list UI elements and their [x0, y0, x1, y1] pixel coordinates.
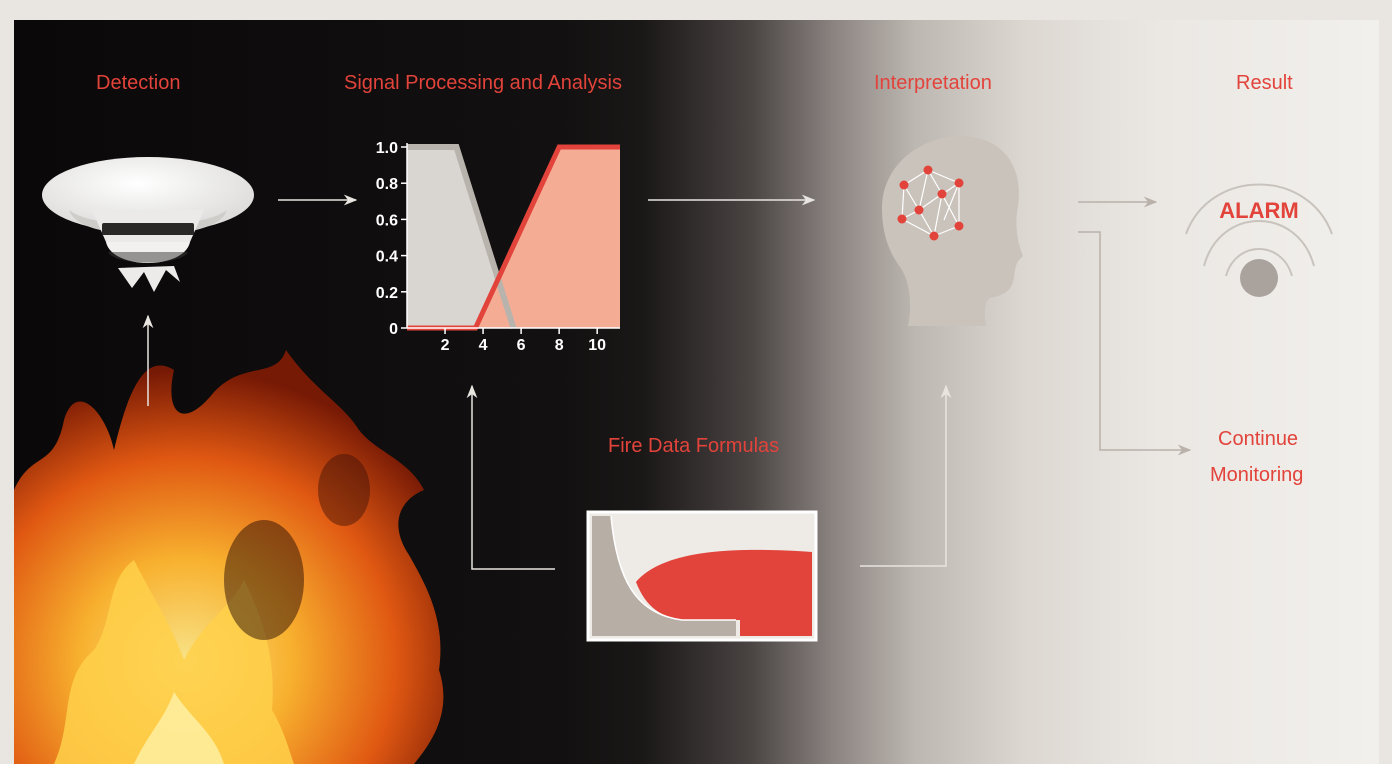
y-tick-label: 0.6: [376, 212, 398, 229]
y-tick-label: 0: [389, 321, 398, 338]
x-tick-label: 2: [441, 337, 450, 354]
x-tick-label: 10: [588, 337, 606, 354]
stage-label-fire-data-formulas: Fire Data Formulas: [608, 435, 780, 457]
membership-chart: 0 0.2 0.4 0.6 0.8 1.0 2 4 6 8 10: [376, 140, 620, 354]
flames-image: [14, 350, 444, 764]
diagram-frame: 0 0.2 0.4 0.6 0.8 1.0 2 4 6 8 10: [14, 20, 1379, 764]
stage-label-result: Result: [1236, 72, 1293, 94]
y-tick-label: 0.8: [376, 176, 398, 193]
x-tick-label: 8: [555, 337, 564, 354]
y-tick-label: 1.0: [376, 140, 398, 157]
alarm-dot-icon: [1240, 259, 1278, 297]
connector-lines: [142, 194, 1192, 570]
stage-label-monitoring: Monitoring: [1210, 464, 1304, 486]
y-tick-label: 0.4: [376, 249, 398, 266]
diagram-canvas: 0 0.2 0.4 0.6 0.8 1.0 2 4 6 8 10: [14, 136, 1333, 764]
stage-label-detection: Detection: [96, 72, 181, 94]
arrow-formulas-to-interpretation: [860, 384, 952, 567]
arrow-to-continue-monitoring: [1078, 231, 1192, 456]
brain-network-icon: [897, 165, 964, 241]
arrow-formulas-to-signal: [466, 384, 555, 570]
x-tick-label: 4: [479, 337, 488, 354]
stage-label-interpretation: Interpretation: [874, 72, 992, 94]
alarm-label: ALARM: [1219, 198, 1298, 223]
series-a-line: [407, 144, 517, 329]
stage-label-signal-processing: Signal Processing and Analysis: [344, 72, 622, 94]
head-icon: [882, 136, 1023, 326]
alarm-signal-icon: [1185, 183, 1333, 277]
series-b-area: [407, 147, 620, 328]
stage-label-continue: Continue: [1218, 428, 1299, 450]
smoke-detector-icon: [42, 157, 254, 292]
fire-data-formulas-chart: [586, 510, 818, 642]
series-a-area: [407, 147, 514, 328]
y-tick-label: 0.2: [376, 285, 398, 302]
x-tick-label: 6: [517, 337, 526, 354]
